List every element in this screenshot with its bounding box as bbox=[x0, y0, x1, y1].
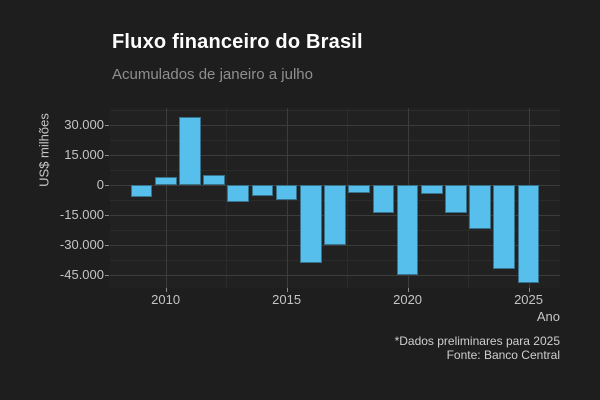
y-tick-mark bbox=[105, 155, 109, 156]
y-tick-mark bbox=[105, 245, 109, 246]
bar-2013 bbox=[227, 185, 250, 203]
y-tick-label: 15.000 bbox=[64, 147, 104, 162]
x-tick-mark bbox=[286, 288, 288, 292]
bar-2010 bbox=[154, 176, 177, 185]
gridline-major-vertical bbox=[165, 108, 167, 288]
caption-preliminary-note: *Dados preliminares para 2025 bbox=[394, 334, 560, 348]
y-tick-label: 0 bbox=[96, 177, 104, 192]
chart-subtitle: Acumulados de janeiro a julho bbox=[112, 66, 313, 83]
gridline-major-horizontal bbox=[110, 155, 560, 156]
x-tick-label: 2025 bbox=[514, 292, 543, 307]
gridline-minor-vertical bbox=[347, 108, 349, 288]
x-axis-title: Ano bbox=[536, 309, 560, 324]
bar-2025 bbox=[517, 185, 540, 283]
bar-2018 bbox=[348, 185, 371, 193]
y-tick-mark bbox=[105, 185, 109, 186]
y-tick-label: -15.000 bbox=[59, 207, 104, 222]
bar-2015 bbox=[275, 185, 298, 200]
y-tick-mark bbox=[105, 215, 109, 216]
x-tick-label: 2010 bbox=[151, 292, 181, 307]
bar-2023 bbox=[469, 185, 492, 230]
bar-2017 bbox=[324, 185, 346, 245]
bar-2020 bbox=[396, 185, 419, 275]
bar-2021 bbox=[420, 185, 443, 194]
bar-2019 bbox=[372, 185, 395, 213]
plot-panel bbox=[110, 108, 560, 288]
x-tick-mark bbox=[528, 288, 530, 292]
y-tick-mark bbox=[105, 275, 109, 276]
y-tick-label: -30.000 bbox=[59, 237, 104, 252]
caption-source: Fonte: Banco Central bbox=[446, 348, 560, 362]
y-tick-label: 30.000 bbox=[64, 117, 104, 132]
gridline-major-horizontal bbox=[110, 275, 560, 276]
gridline-minor-horizontal bbox=[110, 140, 560, 141]
gridline-minor-horizontal bbox=[110, 170, 560, 171]
bar-2009 bbox=[130, 185, 153, 197]
bar-2022 bbox=[445, 185, 467, 213]
gridline-minor-vertical bbox=[226, 108, 228, 288]
gridline-major-horizontal bbox=[110, 125, 560, 126]
gridline-minor-horizontal bbox=[110, 260, 560, 261]
bar-2011 bbox=[178, 117, 201, 185]
gridline-major-horizontal bbox=[110, 245, 560, 246]
bar-2016 bbox=[299, 185, 322, 263]
x-tick-label: 2020 bbox=[393, 292, 423, 307]
chart-title: Fluxo financeiro do Brasil bbox=[112, 31, 363, 53]
y-tick-mark bbox=[105, 125, 109, 126]
gridline-minor-vertical bbox=[468, 108, 470, 288]
y-tick-label: -45.000 bbox=[59, 267, 104, 282]
bar-2012 bbox=[203, 175, 225, 185]
x-tick-mark bbox=[165, 288, 167, 292]
bar-2014 bbox=[251, 185, 274, 196]
x-tick-mark bbox=[407, 288, 409, 292]
x-tick-label: 2015 bbox=[272, 292, 302, 307]
bar-2024 bbox=[493, 185, 516, 270]
source-caption: *Dados preliminares para 2025 Fonte: Ban… bbox=[395, 334, 560, 362]
gridline-minor-horizontal bbox=[110, 110, 560, 111]
